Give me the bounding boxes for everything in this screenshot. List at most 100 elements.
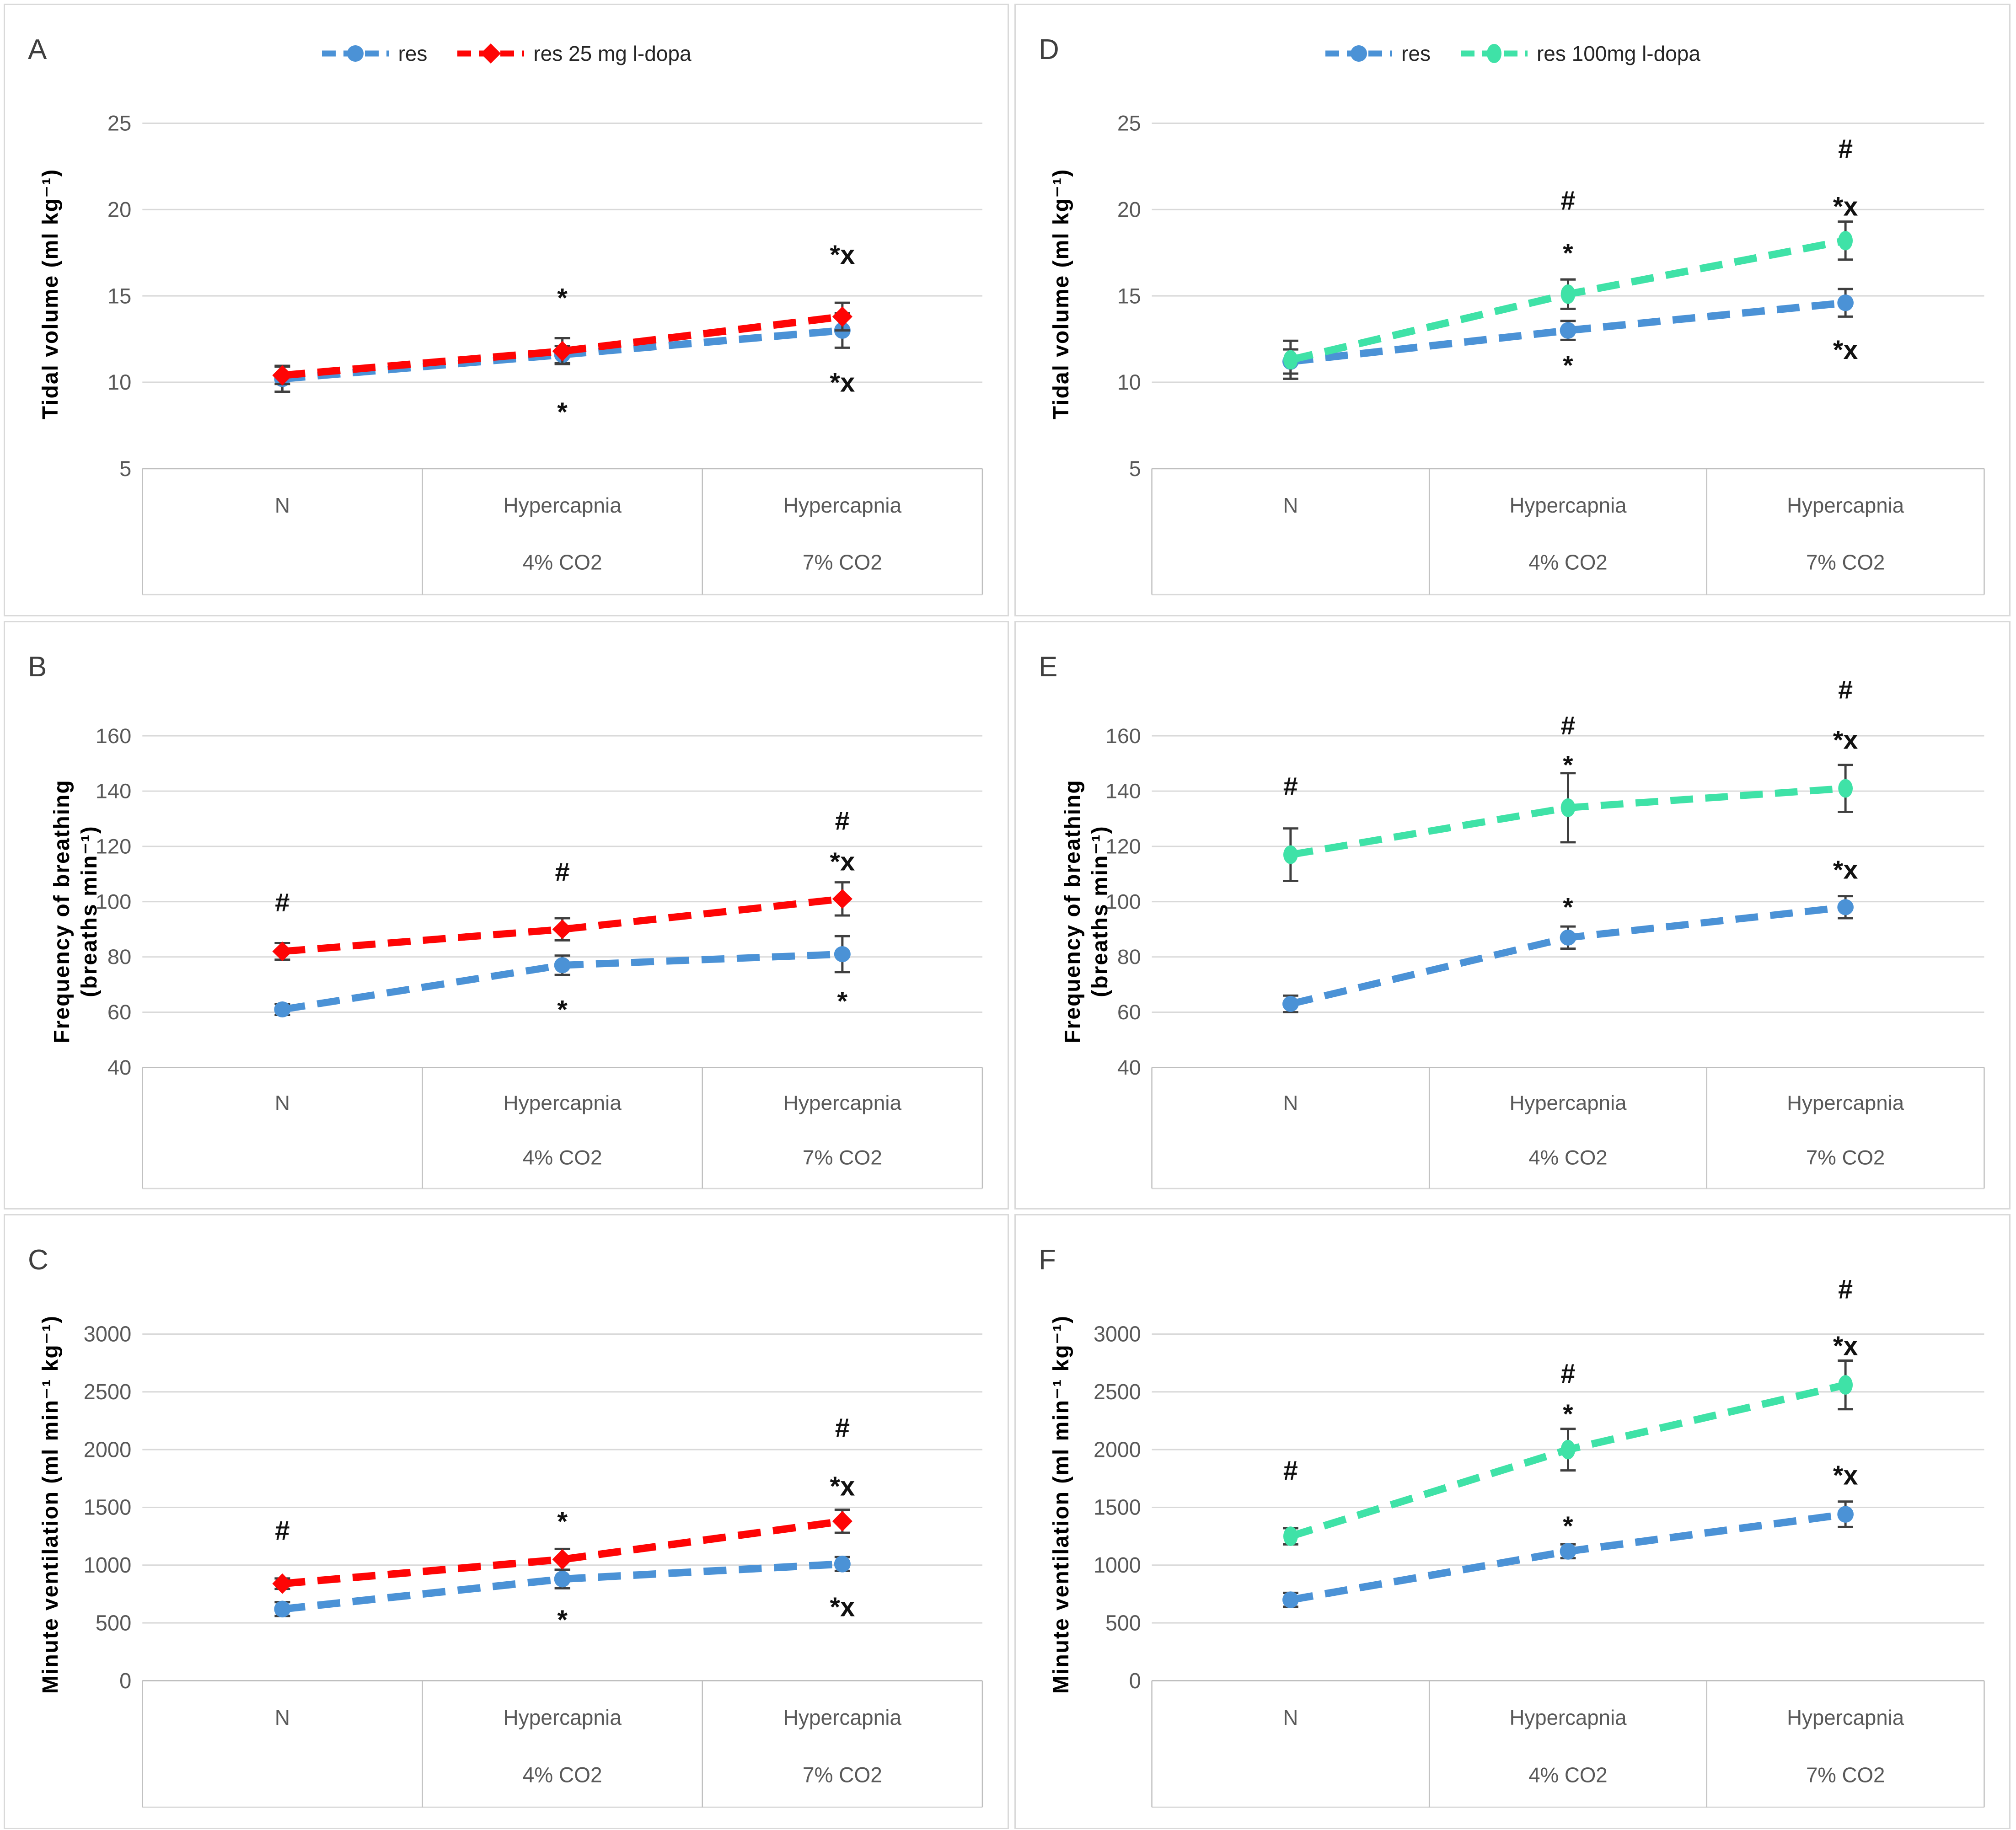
chart-A: 25 20 15 10 5 N Hypercapnia 4% CO2 Hypercapnia 7%… — [107, 111, 983, 595]
y-tick-label: 2000 — [1094, 1438, 1141, 1462]
x-category-label: N — [275, 493, 290, 517]
chart-B: 160 140 120 100 80 60 40 N Hypercapnia 4% CO2 Hype… — [96, 724, 983, 1189]
legend-E — [1016, 658, 2009, 684]
x-category-label: Hypercapnia — [503, 1091, 622, 1114]
legend-marker-icon — [457, 43, 525, 64]
x-category-label: Hypercapnia — [783, 1091, 902, 1114]
chart-E: 160 140 120 100 80 60 40 N Hypercapnia 4% CO2 Hype… — [1105, 675, 1985, 1189]
x-category-label: Hypercapnia — [783, 1706, 902, 1729]
y-tick-label: 20 — [107, 198, 131, 222]
data-point-marker — [1560, 798, 1576, 817]
significance-annotation: # — [1283, 772, 1298, 801]
y-axis-title-F: Minute ventilation (ml min⁻¹ kg⁻¹) — [1049, 1315, 1073, 1694]
significance-annotation: * — [1563, 1399, 1573, 1429]
panel-F: F Minute ventilation (ml min⁻¹ kg⁻¹) 300… — [1014, 1214, 2011, 1829]
data-point-marker — [552, 1549, 573, 1570]
series-line — [282, 326, 843, 383]
y-tick-label: 1500 — [1094, 1495, 1141, 1520]
data-point-marker — [272, 942, 293, 962]
data-point-marker — [1838, 230, 1853, 251]
y-tick-label: 3000 — [1094, 1322, 1141, 1347]
data-point-marker — [1282, 1591, 1299, 1608]
panel-letter-C: C — [28, 1244, 48, 1276]
y-tick-label: 500 — [1105, 1611, 1141, 1636]
data-point-marker — [832, 306, 853, 327]
legend-marker-icon — [1460, 44, 1528, 63]
y-tick-label: 0 — [119, 1669, 131, 1693]
significance-annotation: * — [557, 995, 568, 1024]
significance-annotation: *x — [1833, 1331, 1858, 1361]
x-category-sublabel: 7% CO2 — [803, 550, 882, 574]
chart-C: 3000 2500 2000 1500 1000 500 0 N Hypercapnia 4% C… — [84, 1322, 983, 1808]
significance-annotation: * — [557, 1605, 568, 1635]
legend-label: res — [1401, 42, 1431, 65]
y-tick-label: 60 — [107, 1001, 131, 1024]
x-category-label: Hypercapnia — [1509, 1706, 1626, 1730]
significance-annotation: # — [275, 1516, 290, 1546]
data-point-marker — [554, 1570, 571, 1588]
data-point-marker — [272, 1573, 293, 1594]
x-category-sublabel: 4% CO2 — [523, 550, 602, 574]
y-tick-label: 0 — [1129, 1669, 1141, 1693]
panel-letter-F: F — [1039, 1244, 1056, 1276]
significance-annotation: # — [1283, 1456, 1298, 1486]
x-category-sublabel: 4% CO2 — [1528, 1146, 1607, 1169]
series-res-25-mg-l-dopa — [272, 301, 853, 386]
data-point-marker — [1486, 44, 1501, 63]
y-tick-label: 5 — [1129, 456, 1141, 481]
data-point-marker — [834, 1555, 851, 1573]
x-category-sublabel: 4% CO2 — [1528, 550, 1607, 574]
legend-label: res — [398, 42, 428, 65]
significance-annotation: * — [1563, 893, 1573, 922]
y-tick-label: 40 — [1117, 1055, 1141, 1079]
data-point-marker — [1560, 929, 1576, 946]
y-tick-label: 25 — [1117, 111, 1141, 135]
x-category-label: N — [1283, 493, 1298, 518]
y-tick-label: 20 — [1117, 197, 1141, 222]
significance-annotation: * — [1563, 750, 1573, 779]
data-point-marker — [1560, 322, 1576, 339]
y-axis-title-D: Tidal volume (ml kg⁻¹) — [1049, 168, 1073, 420]
series-res — [1282, 1500, 1854, 1608]
data-point-marker — [552, 341, 573, 362]
legend-D: res res 100mg l-dopa — [1016, 41, 2009, 66]
data-point-marker — [1838, 779, 1853, 798]
y-tick-label: 120 — [96, 835, 131, 858]
series-res-100mg-l-dopa — [1282, 220, 1853, 380]
y-tick-label: 2000 — [84, 1438, 132, 1462]
legend-B — [5, 658, 1008, 684]
significance-annotation: # — [1560, 1359, 1575, 1389]
chart-F: 3000 2500 2000 1500 1000 500 0 N Hypercapnia 4% C… — [1094, 1274, 1985, 1808]
y-tick-label: 500 — [96, 1611, 131, 1635]
panel-E: E Frequency of breathing (breaths min⁻¹)… — [1014, 621, 2011, 1209]
x-category-label: N — [275, 1091, 290, 1114]
y-tick-label: 15 — [1117, 284, 1141, 308]
significance-annotation: * — [557, 1507, 568, 1537]
series-res-25-mg-l-dopa — [272, 881, 853, 962]
panel-letter-D: D — [1039, 34, 1059, 65]
y-axis-title-E: Frequency of breathing (breaths min⁻¹) — [1061, 779, 1112, 1043]
y-tick-label: 25 — [107, 111, 131, 135]
series-line — [1290, 299, 1846, 365]
significance-annotation: # — [835, 1413, 850, 1443]
data-point-marker — [1283, 845, 1298, 864]
data-point-marker — [1283, 350, 1298, 370]
significance-annotation: *x — [1833, 192, 1858, 222]
y-tick-label: 5 — [119, 457, 131, 481]
x-category-sublabel: 4% CO2 — [1528, 1763, 1607, 1787]
series-line — [282, 313, 843, 379]
legend-C — [5, 1251, 1008, 1277]
series-res-100mg-l-dopa — [1282, 764, 1853, 882]
significance-annotation: *x — [830, 1592, 855, 1622]
data-point-marker — [832, 1511, 853, 1532]
data-point-marker — [1560, 284, 1576, 304]
panel-letter-E: E — [1039, 651, 1058, 683]
data-point-marker — [1838, 1375, 1853, 1395]
x-category-sublabel: 4% CO2 — [523, 1146, 602, 1169]
significance-annotation: * — [837, 987, 848, 1016]
series-res — [274, 935, 851, 1018]
data-point-marker — [1283, 1526, 1298, 1546]
significance-annotation: * — [1563, 350, 1573, 380]
panel-letter-B: B — [28, 651, 47, 683]
y-tick-label: 80 — [1117, 945, 1141, 969]
